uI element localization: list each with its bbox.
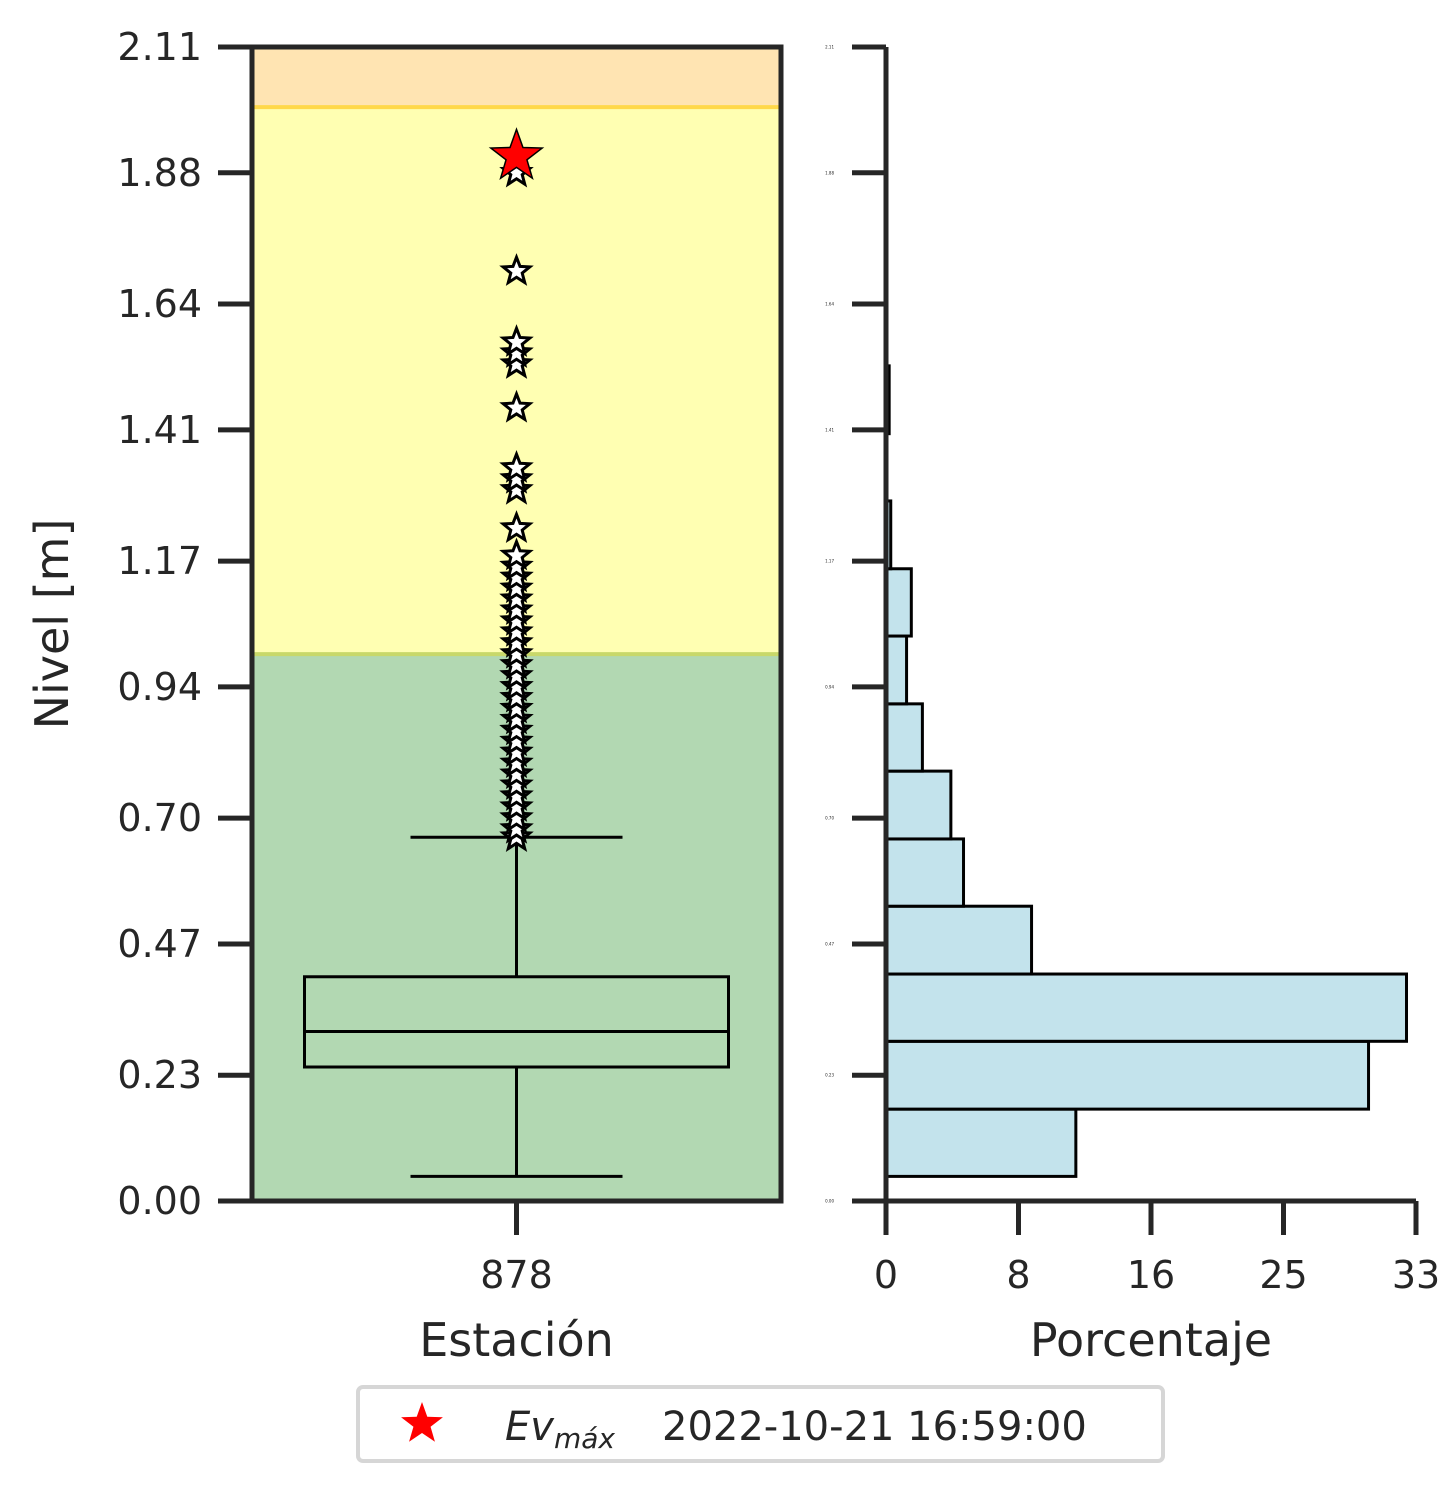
outlier-14: [499, 668, 534, 702]
outlier-35: [499, 253, 534, 286]
histogram-x-tick-label-2: 16: [1127, 1253, 1175, 1297]
outlier-22: [499, 581, 534, 615]
histogram-y-tick-label-5: 1.17: [825, 559, 834, 564]
histogram-x-axis-label: Porcentaje: [1030, 1313, 1272, 1367]
y-tick-label-9: 2.11: [117, 25, 202, 69]
legend-label-base: Ev: [505, 1404, 555, 1450]
max-event-marker: [488, 127, 545, 181]
histogram-y-tick-label-1: 0.23: [825, 1073, 834, 1078]
histogram-y-axis: 0.00 0.23 0.47 0.70 0.94 1.17 1.41 1.64 1.88 2.11: [825, 44, 889, 1204]
histogram-y-tick-label-3: 0.70: [825, 816, 834, 821]
histogram-x-tick-label-4: 33: [1392, 1253, 1440, 1297]
outlier-26: [499, 537, 534, 571]
histogram-bar-5: [884, 769, 953, 841]
outlier-1: [499, 810, 534, 844]
outlier-8: [499, 734, 534, 768]
histogram-bar-6: [884, 702, 924, 773]
histogram-bar-7: [884, 634, 909, 706]
histogram-bar-2: [884, 972, 1409, 1043]
histogram-y-tick-label-6: 1.41: [825, 427, 834, 432]
outlier-6: [499, 756, 534, 790]
max-event-star: [488, 127, 545, 181]
y-tick-label-7: 1.64: [117, 282, 202, 326]
outlier-27: [499, 510, 534, 543]
x-tick-label-0: 878: [480, 1253, 553, 1297]
outlier-28: [499, 471, 534, 505]
outlier-33: [499, 335, 534, 368]
histogram-bar-1: [884, 1039, 1371, 1111]
outlier-11: [499, 701, 534, 735]
legend-label-ev: Evmáx: [505, 1404, 615, 1455]
outlier-7: [499, 745, 534, 779]
histogram-bar-4: [884, 837, 966, 908]
y-tick-label-3: 0.70: [117, 796, 202, 840]
outlier-3: [499, 789, 534, 822]
outlier-32: [499, 346, 534, 379]
histogram-x-tick-label-3: 25: [1259, 1253, 1307, 1297]
legend-star-icon: [401, 1402, 443, 1442]
outlier-24: [499, 559, 534, 593]
outlier-12: [499, 690, 534, 724]
histogram-y-tick-label-7: 1.64: [825, 302, 834, 307]
y-tick-label-2: 0.47: [117, 922, 202, 966]
boxplot: [303, 835, 730, 1178]
x-axis-label: Estación: [419, 1313, 614, 1367]
outlier-19: [499, 614, 534, 647]
legend-label-subscript: máx: [554, 1422, 615, 1455]
histogram-y-tick-label-9: 2.11: [825, 45, 834, 50]
histogram-x-axis: 0 8 16 25 33: [852, 1198, 1440, 1297]
y-axis-label: Nivel [m]: [25, 519, 79, 730]
band-2: [252, 47, 781, 108]
y-tick-label-8: 1.88: [117, 151, 202, 195]
histogram-y-tick-label-0: 0.00: [825, 1199, 834, 1204]
histogram-bars: [884, 364, 1409, 1178]
outlier-25: [499, 548, 534, 582]
outlier-23: [499, 570, 534, 604]
legend-frame: [356, 1385, 1165, 1463]
outlier-5: [499, 767, 534, 801]
histogram-x-tick-label-1: 8: [1006, 1253, 1030, 1297]
outlier-21: [499, 592, 534, 626]
outlier-15: [499, 657, 534, 691]
histogram-x-tick-label-0: 0: [874, 1253, 898, 1297]
outlier-29: [499, 460, 534, 494]
boxplot-panel: 0.00 0.23 0.47 0.70 0.94 1.17 1.41 1.64 1.88 2.11…: [25, 25, 784, 1367]
histogram-y-tick-label-4: 0.94: [825, 684, 834, 689]
histogram-bar-8: [884, 567, 913, 638]
outlier-10: [499, 712, 534, 746]
iqr-box: [303, 975, 730, 1069]
y-tick-label-4: 0.94: [117, 665, 202, 709]
y-tick-label-5: 1.17: [117, 539, 202, 583]
histogram-y-tick-label-2: 0.47: [825, 941, 834, 946]
outlier-markers: [499, 154, 534, 852]
outlier-17: [499, 635, 534, 669]
outlier-20: [499, 603, 534, 636]
y-tick-label-1: 0.23: [117, 1053, 202, 1097]
outlier-2: [499, 799, 534, 833]
legend-label-date: 2022-10-21 16:59:00: [662, 1404, 1087, 1450]
x-axis: 878: [480, 1201, 553, 1297]
y-tick-label-0: 0.00: [117, 1179, 202, 1223]
outlier-9: [499, 723, 534, 757]
y-tick-label-6: 1.41: [117, 408, 202, 452]
outlier-16: [499, 646, 534, 680]
outlier-18: [499, 624, 534, 658]
outlier-4: [499, 778, 534, 811]
outlier-34: [499, 324, 534, 358]
y-axis: 0.00 0.23 0.47 0.70 0.94 1.17 1.41 1.64 1.88 2.11: [117, 25, 252, 1223]
legend: Evmáx 2022-10-21 16:59:00: [356, 1385, 1165, 1463]
histogram-bar-3: [884, 904, 1034, 976]
histogram-bar-0: [884, 1107, 1078, 1178]
outlier-30: [499, 449, 534, 483]
histogram-panel: 0.00 0.23 0.47 0.70 0.94 1.17 1.41 1.64 1.88 2.11…: [825, 44, 1440, 1367]
outlier-31: [499, 389, 534, 423]
histogram-y-tick-label-8: 1.88: [825, 170, 834, 175]
outlier-13: [499, 679, 534, 713]
